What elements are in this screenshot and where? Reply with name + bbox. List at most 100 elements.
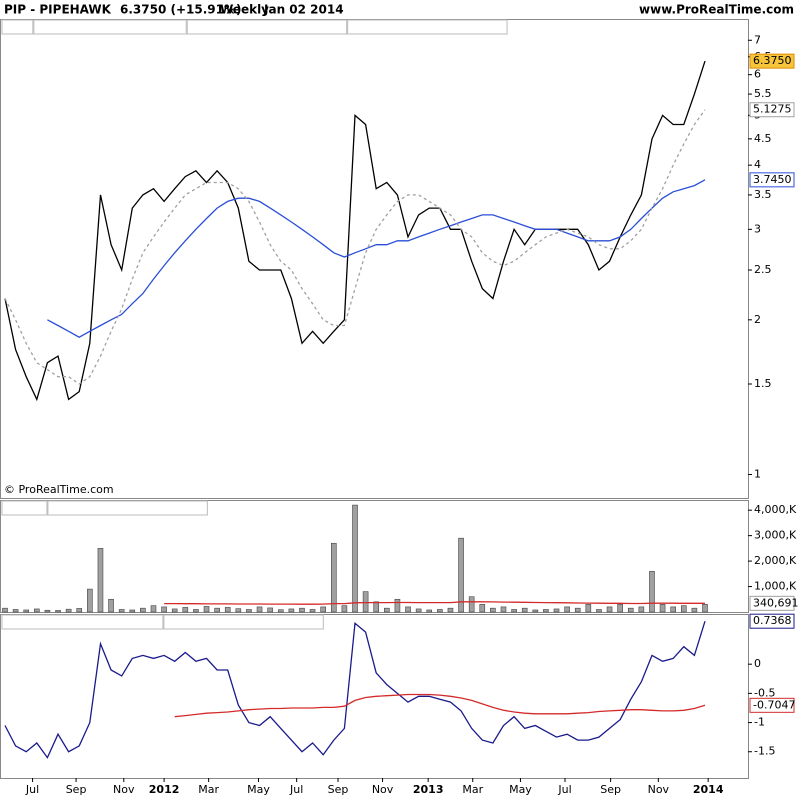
volume-bar [246, 609, 252, 613]
volume-bar [224, 607, 231, 613]
y-tick-label: 4.5 [754, 132, 772, 145]
series-line [4, 60, 706, 402]
volume-bar [65, 608, 72, 613]
volume-bar [330, 542, 337, 613]
volume-bar [511, 609, 517, 613]
volume-bar [670, 606, 676, 613]
volume-bar [182, 607, 189, 613]
legend-box [47, 500, 208, 516]
x-tick-label: Nov [648, 783, 670, 796]
y-tick-label: -1.5 [754, 745, 775, 758]
value-label: -0.7047 [753, 698, 795, 711]
volume-bar [543, 609, 549, 613]
symbol: PIP - PIPEHAWK [4, 3, 112, 17]
volume-bar [288, 608, 295, 613]
x-tick-label: Sep [328, 783, 349, 796]
x-tick-label: May [247, 783, 270, 796]
volume-bar [76, 608, 83, 613]
volume-bar [553, 608, 560, 613]
volume-bar [23, 609, 30, 613]
series-line [47, 179, 706, 338]
volume-bar [500, 606, 507, 613]
volume-bar [447, 607, 454, 613]
series-line [4, 109, 706, 385]
y-tick-label: 6 [754, 68, 761, 81]
legend-box [1, 614, 164, 630]
value-label-box [749, 53, 795, 69]
volume-bar [129, 609, 136, 613]
volume-bar [161, 606, 167, 613]
volume-bar [680, 605, 687, 613]
volume-bar [267, 607, 273, 613]
x-tick-label: Sep [66, 783, 87, 796]
volume-bar [44, 609, 51, 613]
legend-box [163, 614, 324, 630]
volume-bar [479, 604, 486, 613]
volume-bar [12, 609, 19, 613]
value-label: 3.7450 [753, 173, 792, 186]
legend-box [1, 19, 34, 35]
volume-bar [203, 606, 210, 613]
volume-bar [617, 604, 623, 613]
y-tick-label: 1.5 [754, 377, 772, 390]
period: Weekly [220, 3, 269, 17]
volume-bar [415, 608, 422, 613]
volume-bar [362, 591, 369, 613]
volume-bar [468, 596, 475, 613]
value-label-box [749, 102, 795, 118]
y-tick-label: 2,000,K [754, 554, 797, 567]
volume-bar [521, 607, 528, 613]
value-label: 340,691 [753, 596, 799, 609]
y-tick-label: 3.5 [754, 188, 772, 201]
series-line [4, 621, 706, 759]
x-tick-label: 2013 [413, 783, 444, 796]
volume-bar [574, 607, 581, 613]
value-label-box [749, 697, 795, 713]
x-tick-label: Jul [557, 783, 571, 796]
value-label: 0.7368 [753, 614, 792, 627]
value-label-box [749, 613, 795, 629]
volume-bar [702, 604, 708, 613]
x-tick-label: Mar [462, 783, 483, 796]
volume-bar [659, 604, 666, 613]
x-tick-label: Nov [372, 783, 394, 796]
y-tick-label: -0.5 [754, 686, 775, 699]
volume-bar [214, 607, 220, 613]
volume-bar [55, 610, 61, 613]
series-line [164, 601, 705, 605]
volume-bar [638, 606, 645, 613]
x-tick-label: Jul [25, 783, 39, 796]
panel-frame [0, 614, 749, 779]
legend-box [186, 19, 348, 35]
volume-bar [437, 609, 443, 613]
value-label-box [749, 595, 795, 611]
volume-bar [299, 607, 305, 613]
y-tick-label: 0 [754, 657, 761, 670]
volume-bar [309, 609, 316, 613]
volume-bar [426, 609, 433, 613]
watermark: © ProRealTime.com [4, 483, 114, 496]
legend-box [347, 19, 508, 35]
volume-bar [193, 609, 199, 613]
panel-frame [0, 19, 749, 499]
x-tick-label: Jul [289, 783, 303, 796]
x-tick-label: May [509, 783, 532, 796]
volume-bar [394, 598, 401, 613]
y-tick-label: 4 [754, 158, 761, 171]
volume-bar [627, 607, 634, 613]
volume-bar [140, 607, 146, 613]
quote: 6.3750 (+15.91%) [120, 3, 242, 17]
series-line [174, 693, 706, 718]
value-label: 5.1275 [753, 103, 792, 116]
volume-bar [2, 607, 8, 613]
volume-bar [649, 570, 655, 613]
legend-box [33, 19, 187, 35]
volume-bar [118, 609, 125, 613]
value-label-box [749, 172, 795, 188]
y-tick-label: -1 [754, 716, 765, 729]
volume-bar [277, 609, 284, 613]
y-tick-label: 7 [754, 33, 761, 46]
volume-bar [585, 604, 592, 613]
value-label: 6.3750 [753, 54, 792, 67]
